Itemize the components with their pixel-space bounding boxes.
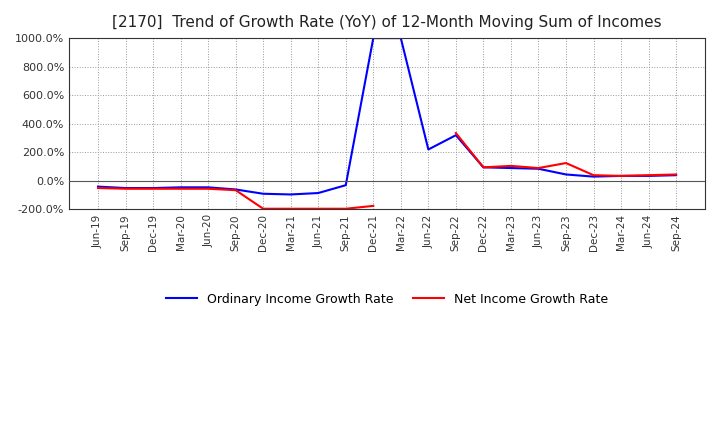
- Line: Ordinary Income Growth Rate: Ordinary Income Growth Rate: [98, 38, 676, 194]
- Ordinary Income Growth Rate: [287, 192, 295, 197]
- Ordinary Income Growth Rate: [314, 191, 323, 196]
- Ordinary Income Growth Rate: [534, 166, 543, 172]
- Ordinary Income Growth Rate: [451, 132, 460, 138]
- Ordinary Income Growth Rate: [341, 183, 350, 188]
- Net Income Growth Rate: [369, 203, 377, 209]
- Net Income Growth Rate: [259, 206, 268, 211]
- Net Income Growth Rate: [204, 186, 212, 191]
- Net Income Growth Rate: [617, 173, 626, 179]
- Net Income Growth Rate: [176, 186, 185, 191]
- Net Income Growth Rate: [314, 206, 323, 211]
- Ordinary Income Growth Rate: [672, 172, 680, 178]
- Ordinary Income Growth Rate: [589, 174, 598, 179]
- Net Income Growth Rate: [451, 130, 460, 136]
- Ordinary Income Growth Rate: [644, 173, 653, 179]
- Net Income Growth Rate: [589, 172, 598, 178]
- Ordinary Income Growth Rate: [562, 172, 570, 177]
- Net Income Growth Rate: [534, 165, 543, 171]
- Net Income Growth Rate: [341, 206, 350, 211]
- Net Income Growth Rate: [479, 165, 487, 170]
- Ordinary Income Growth Rate: [479, 165, 487, 170]
- Ordinary Income Growth Rate: [176, 185, 185, 190]
- Legend: Ordinary Income Growth Rate, Net Income Growth Rate: Ordinary Income Growth Rate, Net Income …: [161, 288, 613, 311]
- Title: [2170]  Trend of Growth Rate (YoY) of 12-Month Moving Sum of Incomes: [2170] Trend of Growth Rate (YoY) of 12-…: [112, 15, 662, 30]
- Ordinary Income Growth Rate: [259, 191, 268, 196]
- Ordinary Income Growth Rate: [149, 185, 158, 191]
- Line: Net Income Growth Rate: Net Income Growth Rate: [98, 133, 676, 209]
- Ordinary Income Growth Rate: [507, 165, 516, 171]
- Ordinary Income Growth Rate: [231, 187, 240, 192]
- Ordinary Income Growth Rate: [369, 36, 377, 41]
- Ordinary Income Growth Rate: [121, 185, 130, 191]
- Ordinary Income Growth Rate: [204, 185, 212, 190]
- Net Income Growth Rate: [231, 187, 240, 193]
- Net Income Growth Rate: [94, 185, 102, 191]
- Net Income Growth Rate: [507, 163, 516, 169]
- Net Income Growth Rate: [121, 186, 130, 191]
- Net Income Growth Rate: [149, 186, 158, 191]
- Ordinary Income Growth Rate: [424, 147, 433, 152]
- Ordinary Income Growth Rate: [397, 36, 405, 41]
- Net Income Growth Rate: [672, 172, 680, 177]
- Net Income Growth Rate: [644, 172, 653, 178]
- Ordinary Income Growth Rate: [617, 173, 626, 179]
- Net Income Growth Rate: [287, 206, 295, 211]
- Ordinary Income Growth Rate: [94, 184, 102, 189]
- Net Income Growth Rate: [562, 161, 570, 166]
